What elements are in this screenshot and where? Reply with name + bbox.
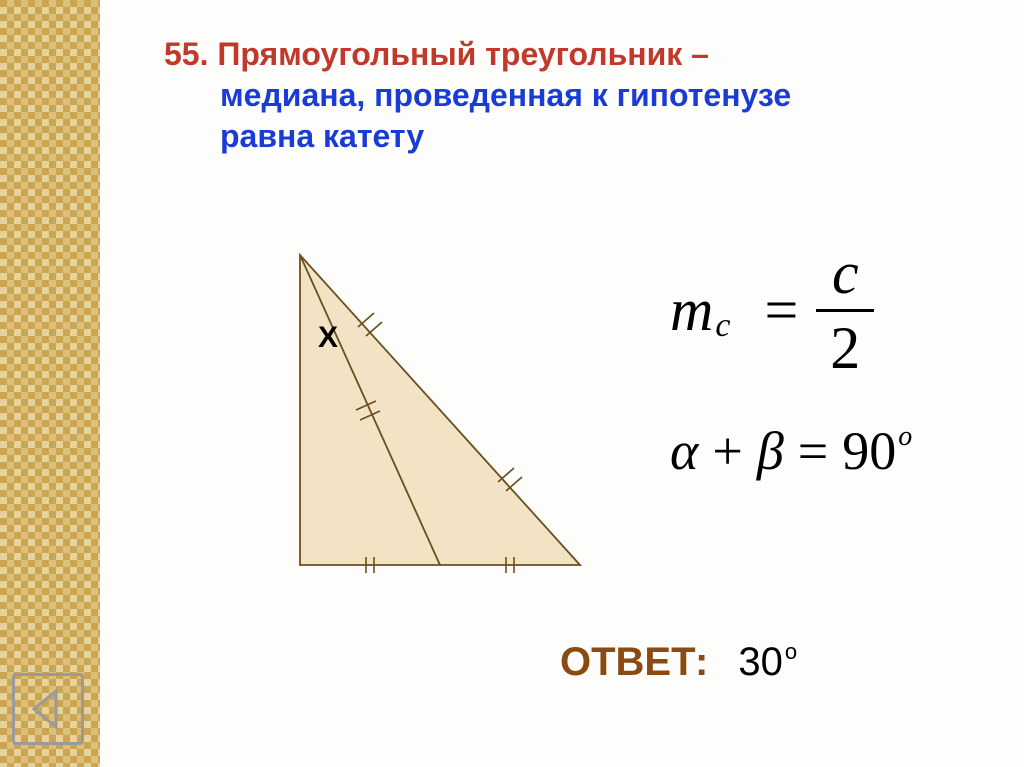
- title-line1-rest: Прямоугольный треугольник –: [208, 36, 708, 72]
- title-line3: равна катету: [220, 116, 984, 157]
- angle-x-label: Х: [318, 321, 338, 355]
- problem-title: 55. Прямоугольный треугольник – медиана,…: [140, 34, 984, 157]
- angle-eq: =: [798, 420, 828, 482]
- triangle-figure: Х: [270, 235, 620, 585]
- median-var: m: [670, 276, 713, 345]
- angle-sum-formula: α + β = 90 o: [670, 420, 1024, 482]
- frac-den: 2: [816, 318, 874, 378]
- title-line2: медиана, проведенная к гипотенузе: [220, 75, 984, 116]
- formulas-block: m c = c 2 α + β = 90 o: [670, 240, 1024, 482]
- median-sub: c: [715, 307, 730, 345]
- slide: 55. Прямоугольный треугольник – медиана,…: [0, 0, 1024, 767]
- content-area: 55. Прямоугольный треугольник – медиана,…: [100, 0, 1024, 767]
- angle-value: 90: [842, 420, 896, 482]
- beta: β: [757, 420, 784, 482]
- angle-degree: o: [898, 421, 912, 453]
- alpha: α: [670, 420, 698, 482]
- triangle-svg: [270, 235, 620, 595]
- frac-num: c: [818, 243, 873, 303]
- problem-number: 55.: [164, 36, 208, 72]
- frac-bar: [816, 309, 874, 312]
- sidebar-pattern: [0, 0, 100, 767]
- median-eq: =: [764, 276, 798, 345]
- sidebar-texture: [0, 0, 101, 767]
- plus-sign: +: [712, 420, 742, 482]
- answer-degree: o: [785, 639, 797, 665]
- answer-value: 30 o: [738, 640, 797, 685]
- back-button[interactable]: [12, 673, 84, 745]
- back-arrow-icon: [24, 685, 72, 733]
- answer-number: 30: [738, 640, 783, 685]
- median-fraction: c 2: [816, 243, 874, 378]
- median-formula: m c = c 2: [670, 240, 1024, 380]
- answer-label: ОТВЕТ:: [560, 640, 708, 685]
- answer-row: ОТВЕТ: 30 o: [560, 640, 797, 685]
